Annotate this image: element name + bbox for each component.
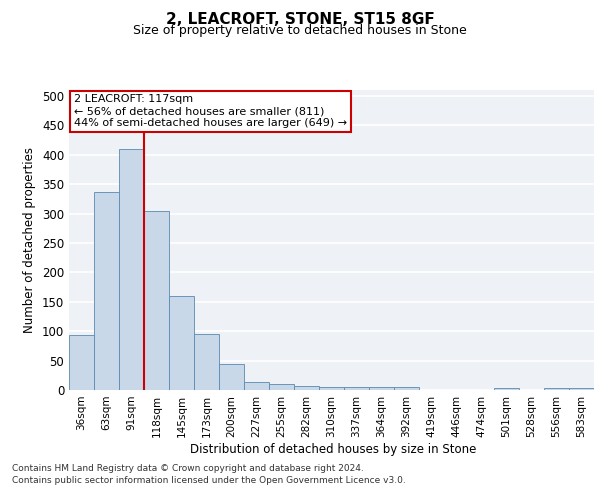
Bar bbox=[169, 296, 194, 390]
Bar bbox=[494, 388, 519, 390]
Bar bbox=[69, 336, 94, 390]
Text: 2 LEACROFT: 117sqm
← 56% of detached houses are smaller (811)
44% of semi-detach: 2 LEACROFT: 117sqm ← 56% of detached hou… bbox=[74, 94, 347, 128]
Text: Distribution of detached houses by size in Stone: Distribution of detached houses by size … bbox=[190, 442, 476, 456]
Text: 2, LEACROFT, STONE, ST15 8GF: 2, LEACROFT, STONE, ST15 8GF bbox=[166, 12, 434, 28]
Bar bbox=[294, 386, 319, 390]
Bar bbox=[369, 387, 394, 390]
Bar bbox=[94, 192, 119, 390]
Bar bbox=[269, 384, 294, 390]
Bar bbox=[144, 211, 169, 390]
Bar bbox=[244, 382, 269, 390]
Bar bbox=[119, 150, 144, 390]
Bar bbox=[569, 388, 594, 390]
Bar bbox=[319, 387, 344, 390]
Bar bbox=[544, 388, 569, 390]
Bar bbox=[219, 364, 244, 390]
Bar bbox=[344, 387, 369, 390]
Bar bbox=[394, 387, 419, 390]
Y-axis label: Number of detached properties: Number of detached properties bbox=[23, 147, 37, 333]
Text: Size of property relative to detached houses in Stone: Size of property relative to detached ho… bbox=[133, 24, 467, 37]
Text: Contains public sector information licensed under the Open Government Licence v3: Contains public sector information licen… bbox=[12, 476, 406, 485]
Bar bbox=[194, 334, 219, 390]
Text: Contains HM Land Registry data © Crown copyright and database right 2024.: Contains HM Land Registry data © Crown c… bbox=[12, 464, 364, 473]
